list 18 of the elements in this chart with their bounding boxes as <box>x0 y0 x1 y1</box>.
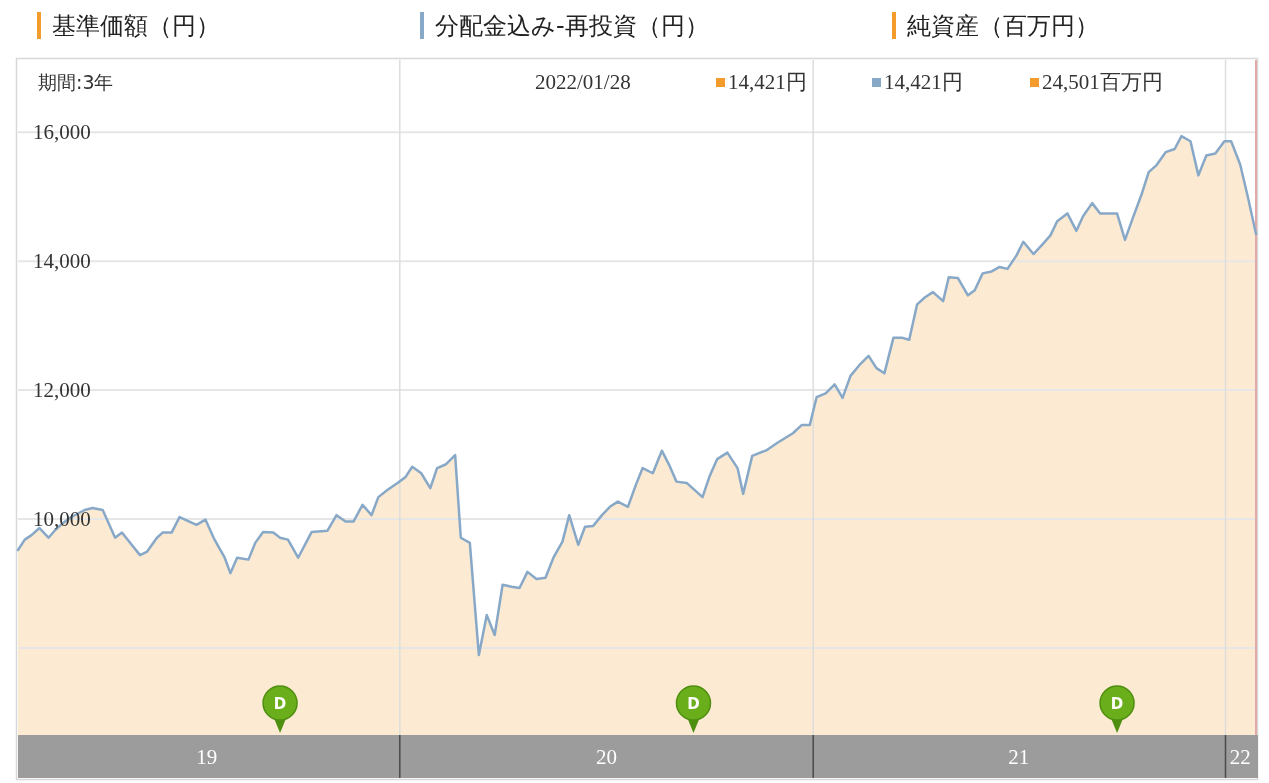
legend-label: 分配金込み-再投資（円） <box>435 12 709 40</box>
annotation: D <box>1110 695 1124 713</box>
annotation: D <box>273 695 287 713</box>
legend-label: 純資産（百万円） <box>907 12 1099 40</box>
y-tick-label: 16,000 <box>33 120 91 145</box>
y-tick-label: 14,000 <box>33 249 91 274</box>
x-tick-label: 21 <box>1008 744 1030 769</box>
text: 期間:3年 <box>38 71 114 93</box>
annotation: 24,501百万円 <box>1042 70 1163 94</box>
annotation: 14,421円 <box>884 70 963 94</box>
x-tick-label: 22 <box>1229 744 1251 769</box>
y-tick-label: 12,000 <box>33 378 91 403</box>
legend-label: 基準価額（円） <box>52 12 220 40</box>
x-tick-label: 19 <box>196 744 218 769</box>
x-tick-label: 20 <box>596 744 617 769</box>
annotation: 14,421円 <box>728 70 807 94</box>
annotation: 2022/01/28 <box>535 70 631 94</box>
annotation: D <box>687 695 700 713</box>
